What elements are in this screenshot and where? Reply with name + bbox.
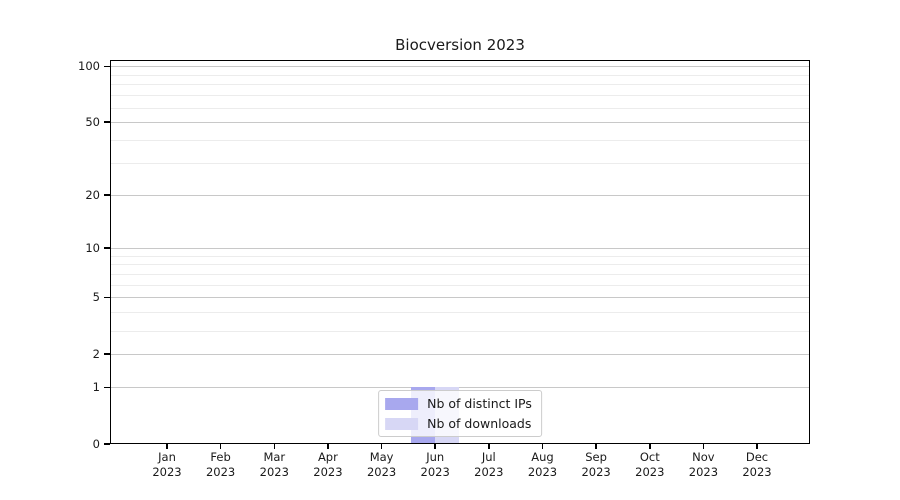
gridline-major — [110, 387, 810, 389]
x-axis-tick — [649, 444, 651, 449]
x-axis-tick-label: Jul 2023 — [459, 450, 519, 480]
x-axis-tick-label: Aug 2023 — [513, 450, 573, 480]
x-axis-tick-label: Feb 2023 — [191, 450, 251, 480]
y-axis-tick-label: 5 — [92, 290, 100, 305]
gridline-major — [110, 297, 810, 299]
y-axis-tick-label: 100 — [78, 59, 100, 74]
x-axis-tick-label: Jan 2023 — [137, 450, 197, 480]
x-axis-tick-year: 2023 — [742, 465, 772, 479]
gridline-minor — [110, 273, 810, 275]
x-axis-tick-year: 2023 — [313, 465, 343, 479]
x-axis-tick-year: 2023 — [474, 465, 504, 479]
y-axis-tick — [104, 65, 110, 67]
y-axis-tick — [104, 443, 110, 445]
y-axis-tick — [104, 247, 110, 249]
plot-area: Nb of distinct IPs Nb of downloads — [110, 60, 810, 444]
gridline-minor — [110, 255, 810, 257]
x-axis-tick-label: Nov 2023 — [673, 450, 733, 480]
legend-swatch-distinct-ips-icon — [385, 397, 419, 410]
gridline-minor — [110, 84, 810, 86]
x-axis-tick-year: 2023 — [581, 465, 611, 479]
x-axis-tick-year: 2023 — [259, 465, 289, 479]
gridline-major — [110, 66, 810, 68]
x-axis-tick — [380, 444, 383, 449]
legend-label-distinct-ips: Nb of distinct IPs — [427, 396, 532, 411]
x-axis-tick — [756, 444, 758, 449]
y-axis-tick-label: 2 — [92, 347, 100, 362]
y-axis-tick-label: 1 — [92, 380, 100, 395]
y-axis-tick-label: 50 — [85, 115, 100, 130]
x-axis-tick — [541, 444, 544, 449]
gridline-minor — [110, 95, 810, 97]
y-axis-tick — [104, 194, 110, 196]
x-axis-tick — [327, 444, 329, 449]
x-axis-tick-label: Jun 2023 — [405, 450, 465, 480]
chart-title: Biocversion 2023 — [395, 36, 525, 54]
gridline-major — [110, 122, 810, 124]
gridline-minor — [110, 107, 810, 109]
legend: Nb of distinct IPs Nb of downloads — [378, 390, 542, 437]
gridline-minor — [110, 162, 810, 164]
x-axis-tick-year: 2023 — [366, 465, 397, 479]
x-axis-tick-year: 2023 — [420, 465, 450, 479]
y-axis-tick — [104, 353, 110, 355]
x-axis-tick — [434, 444, 436, 449]
legend-swatch-downloads-icon — [385, 417, 419, 430]
gridline-major — [110, 247, 810, 249]
x-axis-tick-label: Dec 2023 — [727, 450, 787, 480]
x-axis-tick-year: 2023 — [527, 465, 558, 479]
y-axis-tick — [104, 121, 110, 123]
x-axis-tick — [702, 444, 705, 449]
y-axis-tick-label: 10 — [85, 240, 100, 255]
y-axis-tick-label: 20 — [85, 187, 100, 202]
x-axis-tick — [166, 444, 168, 449]
gridline-minor — [110, 284, 810, 286]
gridline-minor — [110, 264, 810, 266]
x-axis-tick — [488, 444, 490, 449]
x-axis-tick-label: Sep 2023 — [566, 450, 626, 480]
x-axis-tick-label: May 2023 — [352, 450, 412, 480]
y-axis-tick — [104, 296, 110, 299]
gridline-major — [110, 194, 810, 196]
x-axis-tick-label: Oct 2023 — [620, 450, 680, 480]
x-axis-tick-year: 2023 — [205, 465, 236, 479]
gridline-minor — [110, 74, 810, 76]
gridline-minor — [110, 330, 810, 332]
x-axis-tick — [273, 444, 275, 449]
x-axis-tick-year: 2023 — [635, 465, 665, 479]
y-axis-tick-label: 0 — [92, 437, 100, 451]
x-axis-tick — [595, 444, 597, 449]
legend-item-distinct-ips: Nb of distinct IPs — [385, 396, 532, 411]
gridline-minor — [110, 312, 810, 314]
legend-item-downloads: Nb of downloads — [385, 416, 532, 431]
y-axis-tick — [104, 386, 110, 388]
x-axis-tick-label: Mar 2023 — [244, 450, 304, 480]
x-axis-tick-year: 2023 — [688, 465, 719, 479]
legend-label-downloads: Nb of downloads — [427, 416, 532, 431]
x-axis-tick-year: 2023 — [152, 465, 182, 479]
x-axis-tick-label: Apr 2023 — [298, 450, 358, 480]
x-axis-tick — [219, 444, 222, 449]
gridline-minor — [110, 140, 810, 141]
gridline-major — [110, 354, 810, 356]
